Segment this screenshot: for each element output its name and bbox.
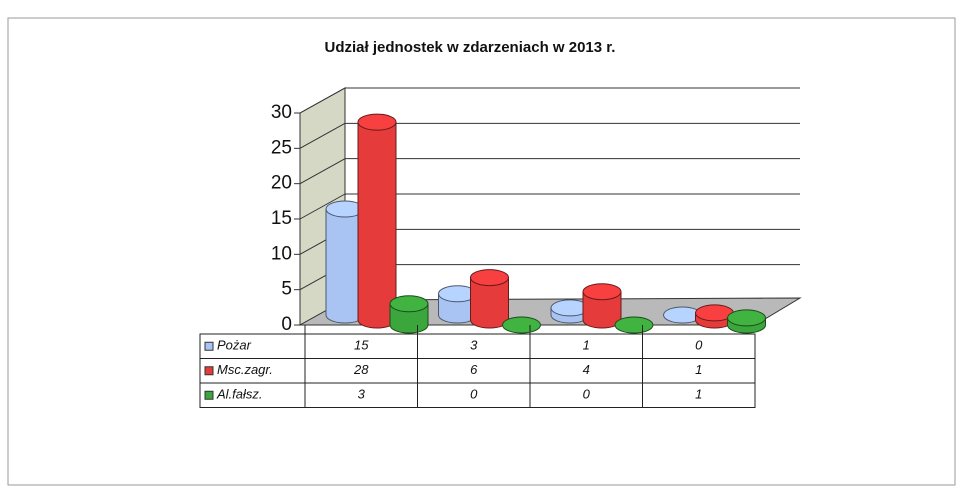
y-tick-label: 0: [281, 314, 292, 335]
cylinder-top: [614, 316, 654, 334]
y-tick-label: 15: [271, 208, 292, 229]
grid: 0 5 10 15 20 25 30: [271, 87, 800, 335]
grid-line: [299, 193, 346, 220]
y-tick-label: 20: [271, 173, 292, 194]
legend-swatch: [204, 390, 214, 400]
cylinder-top: [357, 113, 397, 131]
y-tick-label: 30: [271, 102, 292, 123]
table-value: 0: [695, 338, 703, 353]
chart-title: Udział jednostek w zdarzeniach w 2013 r.: [325, 39, 616, 56]
cylinder-top: [582, 283, 622, 301]
legend-label: Msc.zagr.: [217, 362, 273, 377]
table-value: 6: [470, 362, 478, 377]
cylinder-top: [389, 295, 429, 313]
table-value: 0: [583, 387, 591, 402]
legend-swatch: [204, 366, 214, 376]
table-value: 15: [354, 338, 369, 353]
table-value: 1: [583, 338, 590, 353]
table-cell: [642, 382, 756, 408]
legend-label: Pożar: [217, 338, 252, 353]
table-value: 28: [353, 362, 369, 377]
table-value: 0: [470, 387, 478, 402]
y-tick-label: 10: [271, 243, 292, 264]
table-value: 3: [358, 387, 366, 402]
y-tick-label: 5: [281, 279, 292, 300]
cylinder-top: [727, 309, 766, 327]
grid-line: [299, 122, 346, 149]
y-tick-label: 25: [271, 137, 292, 158]
cylinder-top: [502, 316, 541, 334]
table-value: 3: [470, 338, 478, 353]
grid-line: [299, 87, 346, 114]
bars: [325, 113, 766, 334]
legend-label: Al.fałsz.: [216, 387, 263, 402]
legend-swatch: [204, 341, 214, 351]
data-table: Pożar 15 3 1 0 Msc.zagr. 28 6 4 1 Al.fałsz. 3 0 0 1: [199, 325, 756, 408]
cylinder-top: [470, 269, 509, 287]
table-value: 4: [583, 362, 590, 377]
grid-line: [299, 158, 346, 185]
table-value: 1: [695, 362, 702, 377]
table-value: 1: [695, 387, 702, 402]
cylinder-body: [357, 121, 397, 329]
